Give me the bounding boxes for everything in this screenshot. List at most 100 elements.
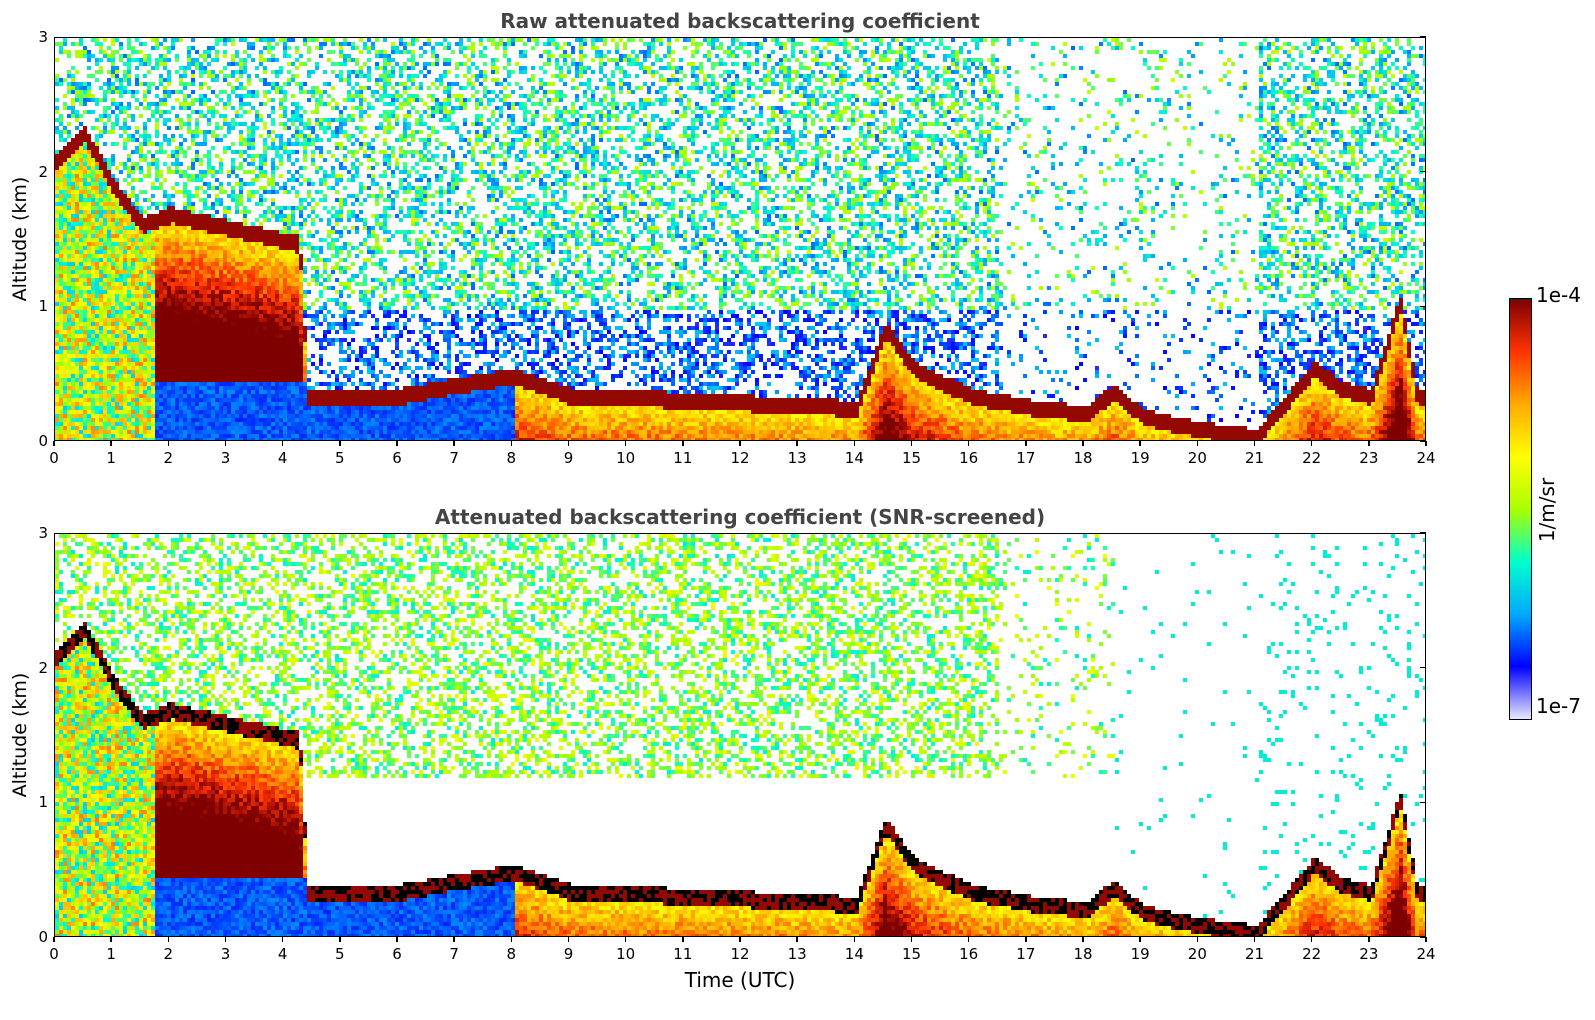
heatmap-cell	[55, 330, 59, 334]
heatmap-cell	[291, 426, 295, 430]
heatmap-cell	[167, 318, 171, 322]
heatmap-cell	[67, 266, 71, 270]
heatmap-cell	[143, 94, 147, 98]
heatmap-cell	[107, 86, 111, 90]
heatmap-cell	[267, 130, 271, 134]
heatmap-cell	[115, 114, 119, 118]
heatmap-cell	[123, 414, 127, 418]
heatmap-cell	[231, 338, 235, 342]
heatmap-cell	[271, 370, 275, 374]
heatmap-cell	[139, 438, 143, 440]
heatmap-cell	[107, 222, 111, 226]
heatmap-cell	[59, 418, 63, 422]
heatmap-cell	[199, 406, 203, 410]
heatmap-cell	[159, 246, 163, 250]
heatmap-cell	[295, 378, 299, 382]
heatmap-cell	[291, 122, 295, 126]
heatmap-cell	[107, 378, 111, 382]
heatmap-cell	[199, 270, 203, 274]
heatmap-cell	[143, 354, 147, 358]
heatmap-cell	[135, 286, 139, 290]
heatmap-cell	[199, 342, 203, 346]
heatmap-cell	[259, 62, 263, 66]
heatmap-cell	[247, 414, 251, 418]
heatmap-cell	[127, 346, 131, 350]
heatmap-cell	[207, 334, 211, 338]
heatmap-cell	[235, 390, 239, 394]
heatmap-cell	[227, 426, 231, 430]
heatmap-cell	[267, 210, 271, 214]
heatmap-cell	[215, 310, 219, 314]
heatmap-cell	[159, 170, 163, 174]
heatmap-cell	[119, 338, 123, 342]
heatmap-cell	[219, 418, 223, 422]
heatmap-cell	[167, 274, 171, 278]
heatmap-cell	[255, 66, 259, 70]
heatmap-cell	[227, 406, 231, 410]
heatmap-cell	[227, 350, 231, 354]
heatmap-cell	[275, 422, 279, 426]
heatmap-cell	[279, 314, 283, 318]
heatmap-cell	[91, 182, 95, 186]
heatmap-cell	[59, 182, 63, 186]
heatmap-cell	[179, 374, 183, 378]
heatmap-cell	[63, 406, 67, 410]
heatmap-cell	[135, 202, 139, 206]
heatmap-cell	[243, 354, 247, 358]
heatmap-cell	[55, 202, 59, 206]
heatmap-cell	[83, 218, 87, 222]
heatmap-cell	[295, 158, 299, 162]
heatmap-cell	[295, 130, 299, 134]
heatmap-cell	[107, 350, 111, 354]
heatmap-cell	[279, 206, 283, 210]
heatmap-cell	[75, 250, 79, 254]
heatmap-cell	[163, 94, 167, 98]
heatmap-cell	[283, 438, 287, 440]
heatmap-cell	[175, 410, 179, 414]
heatmap-cell	[243, 438, 247, 440]
heatmap-cell	[295, 106, 299, 110]
heatmap-cell	[171, 430, 175, 434]
heatmap-cell	[231, 426, 235, 430]
heatmap-cell	[231, 106, 235, 110]
heatmap-cell	[103, 246, 107, 250]
heatmap-cell	[171, 334, 175, 338]
heatmap-cell	[127, 214, 131, 218]
heatmap-cell	[95, 126, 99, 130]
heatmap-cell	[243, 310, 247, 314]
heatmap-cell	[283, 418, 287, 422]
heatmap-cell	[167, 390, 171, 394]
heatmap-cell	[91, 214, 95, 218]
heatmap-cell	[87, 274, 91, 278]
heatmap-cell	[179, 242, 183, 246]
heatmap-cell	[55, 270, 59, 274]
heatmap-cell	[83, 182, 87, 186]
heatmap-cell	[207, 402, 211, 406]
heatmap-cell	[271, 286, 275, 290]
heatmap-cell	[283, 110, 287, 114]
heatmap-cell	[71, 254, 75, 258]
heatmap-cell	[111, 50, 115, 54]
heatmap-cell	[199, 66, 203, 70]
heatmap-cell	[59, 114, 63, 118]
heatmap-cell	[123, 214, 127, 218]
heatmap-cell	[67, 418, 71, 422]
heatmap-cell	[59, 226, 63, 230]
heatmap-cell	[155, 258, 159, 262]
heatmap-cell	[243, 318, 247, 322]
heatmap-cell	[251, 250, 255, 254]
heatmap-cell	[147, 62, 151, 66]
heatmap-cell	[119, 238, 123, 242]
heatmap-cell	[131, 322, 135, 326]
heatmap-cell	[123, 298, 127, 302]
heatmap-cell	[283, 282, 287, 286]
heatmap-cell	[291, 254, 295, 258]
heatmap-cell	[67, 174, 71, 178]
heatmap-cell	[131, 426, 135, 430]
heatmap-cell	[199, 238, 203, 242]
heatmap-cell	[83, 238, 87, 242]
heatmap-cell	[211, 74, 215, 78]
heatmap-cell	[67, 226, 71, 230]
heatmap-cell	[235, 434, 239, 438]
heatmap-cell	[131, 210, 135, 214]
